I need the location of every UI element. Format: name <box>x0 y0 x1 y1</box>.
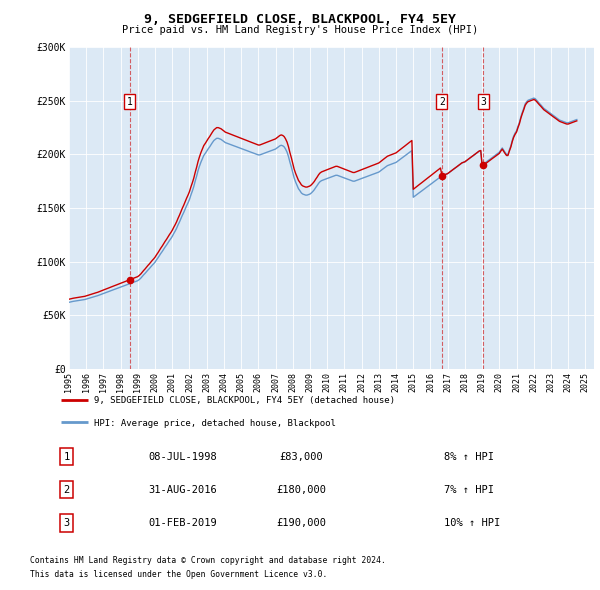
Text: This data is licensed under the Open Government Licence v3.0.: This data is licensed under the Open Gov… <box>30 570 328 579</box>
Text: 01-FEB-2019: 01-FEB-2019 <box>148 518 217 528</box>
Text: 3: 3 <box>481 97 487 107</box>
Text: £180,000: £180,000 <box>277 485 326 495</box>
Text: £190,000: £190,000 <box>277 518 326 528</box>
Text: 2: 2 <box>439 97 445 107</box>
Text: 3: 3 <box>64 518 70 528</box>
Text: 10% ↑ HPI: 10% ↑ HPI <box>444 518 500 528</box>
Text: 08-JUL-1998: 08-JUL-1998 <box>148 452 217 461</box>
Text: 9, SEDGEFIELD CLOSE, BLACKPOOL, FY4 5EY (detached house): 9, SEDGEFIELD CLOSE, BLACKPOOL, FY4 5EY … <box>94 396 395 405</box>
Text: 8% ↑ HPI: 8% ↑ HPI <box>444 452 494 461</box>
Text: 7% ↑ HPI: 7% ↑ HPI <box>444 485 494 495</box>
Text: 31-AUG-2016: 31-AUG-2016 <box>148 485 217 495</box>
Text: 2: 2 <box>64 485 70 495</box>
Text: Contains HM Land Registry data © Crown copyright and database right 2024.: Contains HM Land Registry data © Crown c… <box>30 556 386 565</box>
Text: 1: 1 <box>127 97 133 107</box>
Text: 9, SEDGEFIELD CLOSE, BLACKPOOL, FY4 5EY: 9, SEDGEFIELD CLOSE, BLACKPOOL, FY4 5EY <box>144 13 456 26</box>
Text: Price paid vs. HM Land Registry's House Price Index (HPI): Price paid vs. HM Land Registry's House … <box>122 25 478 35</box>
Text: HPI: Average price, detached house, Blackpool: HPI: Average price, detached house, Blac… <box>94 418 337 428</box>
Text: £83,000: £83,000 <box>280 452 323 461</box>
Text: 1: 1 <box>64 452 70 461</box>
